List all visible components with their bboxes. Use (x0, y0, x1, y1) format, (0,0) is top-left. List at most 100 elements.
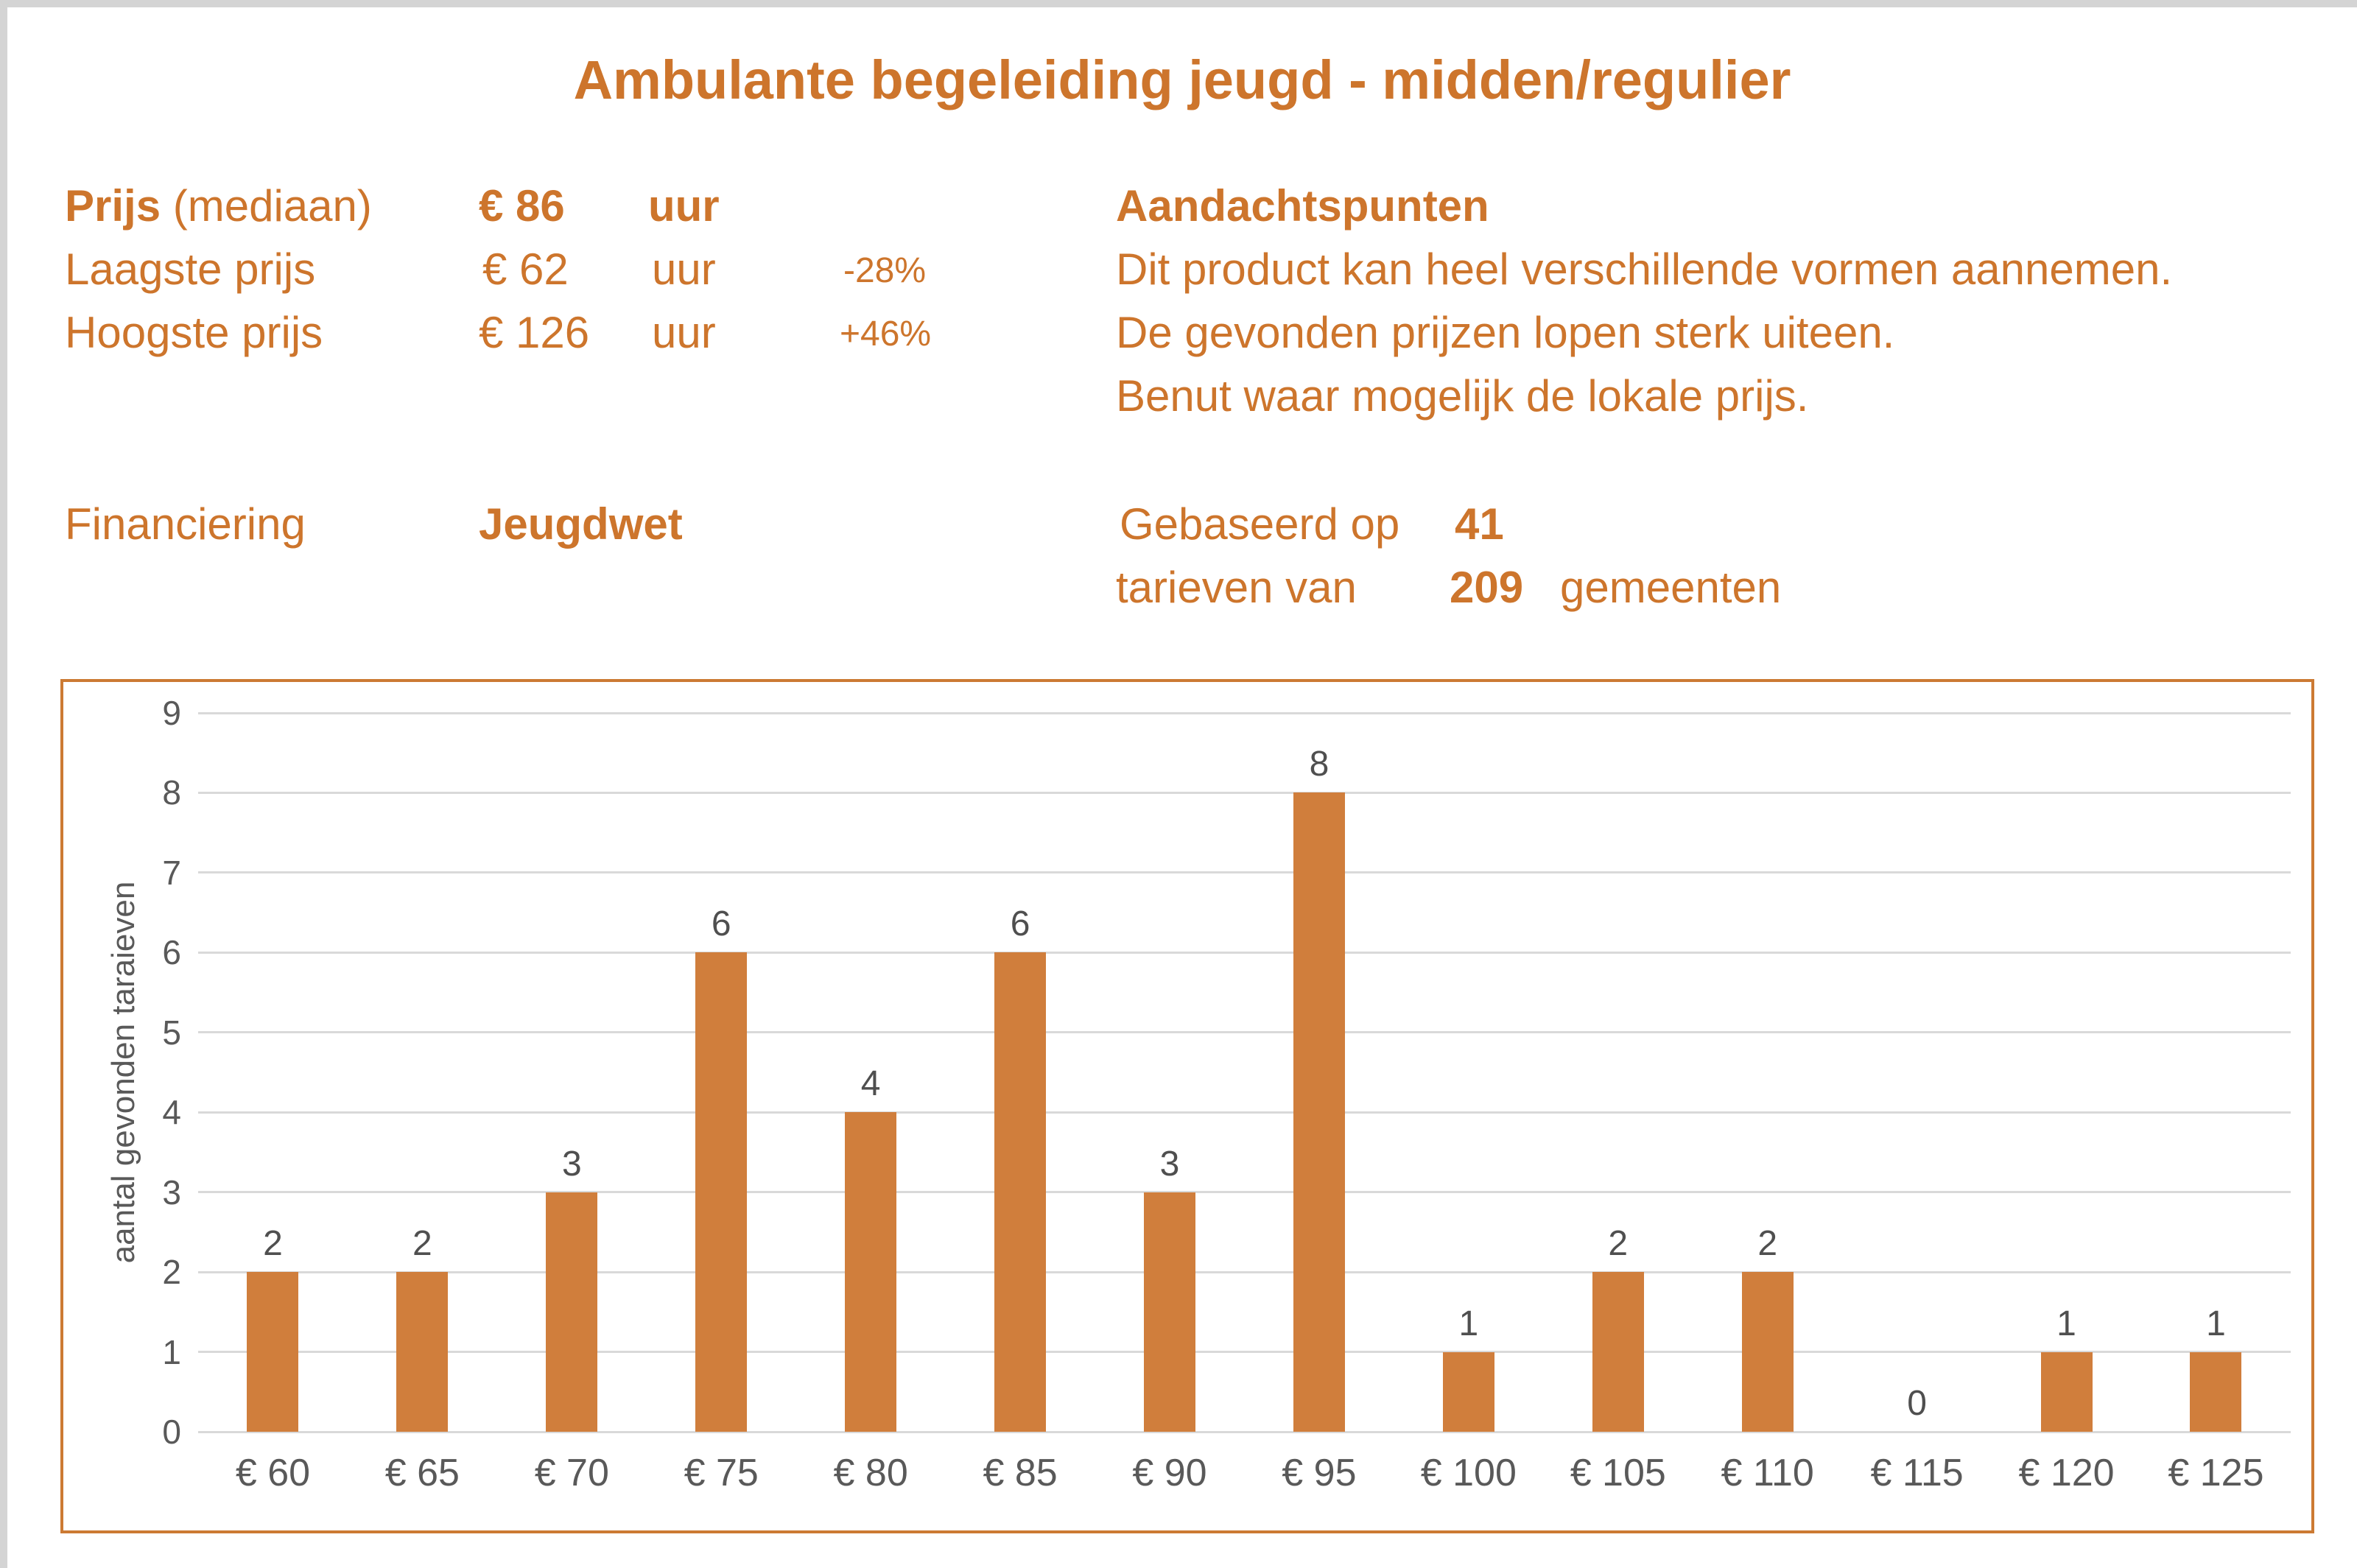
notes-title: Aandachtspunten (1116, 181, 1489, 231)
bar-value-label: 3 (1159, 1144, 1180, 1184)
bar (1741, 1272, 1794, 1432)
bar-value-label: 2 (1608, 1224, 1629, 1264)
y-axis-ticks: 0 1 2 3 4 5 6 7 8 9 (63, 696, 181, 1449)
gridline (198, 711, 2291, 714)
based-on-line2-prefix: tarieven van (1116, 563, 1357, 612)
x-tick-label: € 110 (1721, 1452, 1814, 1494)
notes-line-3: Benut waar mogelijk de lokale prijs. (1116, 371, 1809, 421)
bar-slot: 2 (1543, 713, 1693, 1432)
bar-slot: 1 (1992, 713, 2141, 1432)
bar-value-label: 2 (412, 1224, 432, 1264)
x-tick-label: € 75 (684, 1452, 759, 1494)
gridline (198, 1270, 2291, 1273)
bar (1442, 1351, 1494, 1432)
price-median-label-normal: (mediaan) (161, 181, 372, 231)
bar-value-label: 8 (1309, 745, 1329, 784)
based-on-line2-suffix: gemeenten (1560, 563, 1782, 612)
bar-slot: 3 (497, 713, 647, 1432)
x-tick-label: € 90 (1132, 1452, 1207, 1494)
bar-value-label: 6 (711, 904, 731, 944)
x-tick-label: € 70 (534, 1452, 609, 1494)
based-on-count: 41 (1455, 499, 1504, 549)
bar (1293, 792, 1345, 1432)
bar-slot: 6 (647, 713, 796, 1432)
price-lowest-label: Laagste prijs (65, 245, 316, 294)
x-tick-label: € 105 (1570, 1452, 1666, 1494)
y-tick-label: 8 (162, 773, 181, 812)
price-lowest-delta: -28% (843, 251, 927, 290)
bar (2040, 1351, 2093, 1432)
bar (247, 1272, 299, 1432)
x-tick-label: € 115 (1870, 1452, 1964, 1494)
gridline (198, 1351, 2291, 1354)
bar-slot: 0 (1842, 713, 1992, 1432)
price-highest-delta: +46% (840, 314, 932, 354)
bar (845, 1112, 897, 1432)
price-median-unit: uur (648, 181, 720, 231)
price-lowest-unit: uur (652, 245, 716, 294)
financing-value: Jeugdwet (479, 499, 683, 549)
bar-value-label: 6 (1010, 904, 1030, 944)
x-tick-label: € 125 (2168, 1452, 2264, 1494)
gridline (198, 791, 2291, 794)
y-tick-label: 1 (162, 1332, 181, 1371)
notes-line-1: Dit product kan heel verschillende vorme… (1116, 245, 2173, 294)
bar-value-label: 2 (263, 1224, 283, 1264)
x-tick-label: € 85 (983, 1452, 1058, 1494)
gridline (198, 1430, 2291, 1433)
bar-slot: 2 (1693, 713, 1842, 1432)
page-title: Ambulante begeleiding jeugd - midden/reg… (573, 49, 1791, 110)
y-tick-label: 2 (162, 1253, 181, 1292)
bar-slot: 6 (946, 713, 1095, 1432)
price-highest-label: Hoogste prijs (65, 308, 323, 357)
x-tick-label: € 100 (1420, 1452, 1517, 1494)
plot-area: 2 2 3 6 4 6 3 8 1 2 2 0 1 1 (198, 711, 2291, 1433)
bar-slot: 1 (2141, 713, 2291, 1432)
bar (1592, 1272, 1644, 1432)
bar-value-label: 1 (1458, 1304, 1479, 1343)
bar-value-label: 1 (2206, 1304, 2226, 1343)
bar-slot: 4 (796, 713, 946, 1432)
price-median-value: € 86 (479, 181, 565, 231)
bar-value-label: 3 (561, 1144, 582, 1184)
y-tick-label: 4 (162, 1093, 181, 1132)
based-on-prefix: Gebaseerd op (1120, 499, 1400, 549)
bar (2190, 1351, 2242, 1432)
gridline (198, 1111, 2291, 1114)
y-tick-label: 5 (162, 1013, 181, 1052)
bar-value-label: 4 (860, 1064, 881, 1104)
bar-slot: 2 (198, 713, 348, 1432)
y-tick-label: 3 (162, 1173, 181, 1212)
price-median-label: Prijs (mediaan) (65, 184, 372, 228)
bar (994, 952, 1047, 1432)
y-tick-label: 9 (162, 694, 181, 732)
gridline (198, 1191, 2291, 1194)
x-tick-label: € 95 (1282, 1452, 1357, 1494)
bar-value-label: 1 (2056, 1304, 2076, 1343)
x-tick-label: € 80 (833, 1452, 908, 1494)
based-on-municipality-count: 209 (1450, 563, 1524, 612)
bar (396, 1272, 449, 1432)
x-tick-label: € 65 (384, 1452, 460, 1494)
notes-line-2: De gevonden prijzen lopen sterk uiteen. (1116, 308, 1895, 357)
bar-value-label: 0 (1907, 1384, 1927, 1423)
bar (1143, 1192, 1195, 1432)
financing-label: Financiering (65, 499, 306, 549)
bar (546, 1192, 598, 1432)
price-highest-unit: uur (652, 308, 716, 357)
gridline (198, 871, 2291, 874)
y-tick-label: 0 (162, 1413, 181, 1451)
bar-slot: 1 (1394, 713, 1543, 1432)
price-median-label-bold: Prijs (65, 181, 161, 231)
gridline (198, 1031, 2291, 1034)
bar (695, 952, 748, 1432)
x-axis-labels: € 60 € 65 € 70 € 75 € 80 € 85 € 90 € 95 € 100 € 1… (198, 1454, 2291, 1492)
price-highest-value: € 126 (479, 308, 590, 357)
bar-slot: 3 (1095, 713, 1245, 1432)
x-tick-label: € 60 (235, 1452, 311, 1494)
bar-slot: 2 (348, 713, 497, 1432)
price-lowest-value: € 62 (482, 245, 569, 294)
x-tick-label: € 120 (2018, 1452, 2115, 1494)
